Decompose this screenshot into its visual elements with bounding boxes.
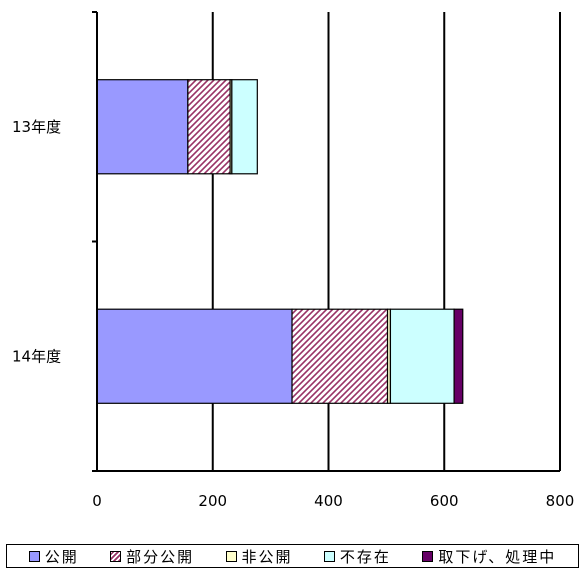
y-category-label: 14年度 [12,347,61,365]
legend-item: 取下げ、処理中 [422,546,556,567]
legend-swatch [28,550,40,562]
axis-labels: 0 200 400 600 800 13年度 14年度 [12,118,574,510]
y-category-label: 13年度 [12,118,61,136]
x-tick-label: 600 [430,492,459,510]
legend-label: 不存在 [339,547,391,566]
legend-swatch [422,550,434,562]
bars [96,79,464,404]
legend-label: 公開 [44,547,79,566]
x-tick-label: 400 [314,492,343,510]
stacked-bar-chart: 0 200 400 600 800 13年度 14年度 [12,11,574,510]
bar-segment [231,79,258,175]
legend-swatch [110,550,122,562]
bar-segment [96,308,293,404]
x-tick-label: 0 [92,492,102,510]
bar-segment [453,308,464,404]
legend-item: 公開 [28,546,79,567]
legend-label: 非公開 [241,547,293,566]
axes [92,11,560,472]
legend-swatch [323,550,335,562]
legend: 公開 部分公開 非公開 不存在 取下げ、処理中 [6,544,579,568]
x-tick-label: 200 [198,492,227,510]
bar-segment [291,308,389,404]
bar-segment [96,79,189,175]
legend-item: 非公開 [225,546,293,567]
legend-item: 不存在 [323,546,391,567]
legend-label: 部分公開 [126,547,195,566]
legend-label: 取下げ、処理中 [438,547,557,566]
bar-segment [187,79,231,175]
x-tick-label: 800 [546,492,575,510]
legend-swatch [225,550,237,562]
bar-segment [389,308,455,404]
legend-item: 部分公開 [110,546,194,567]
